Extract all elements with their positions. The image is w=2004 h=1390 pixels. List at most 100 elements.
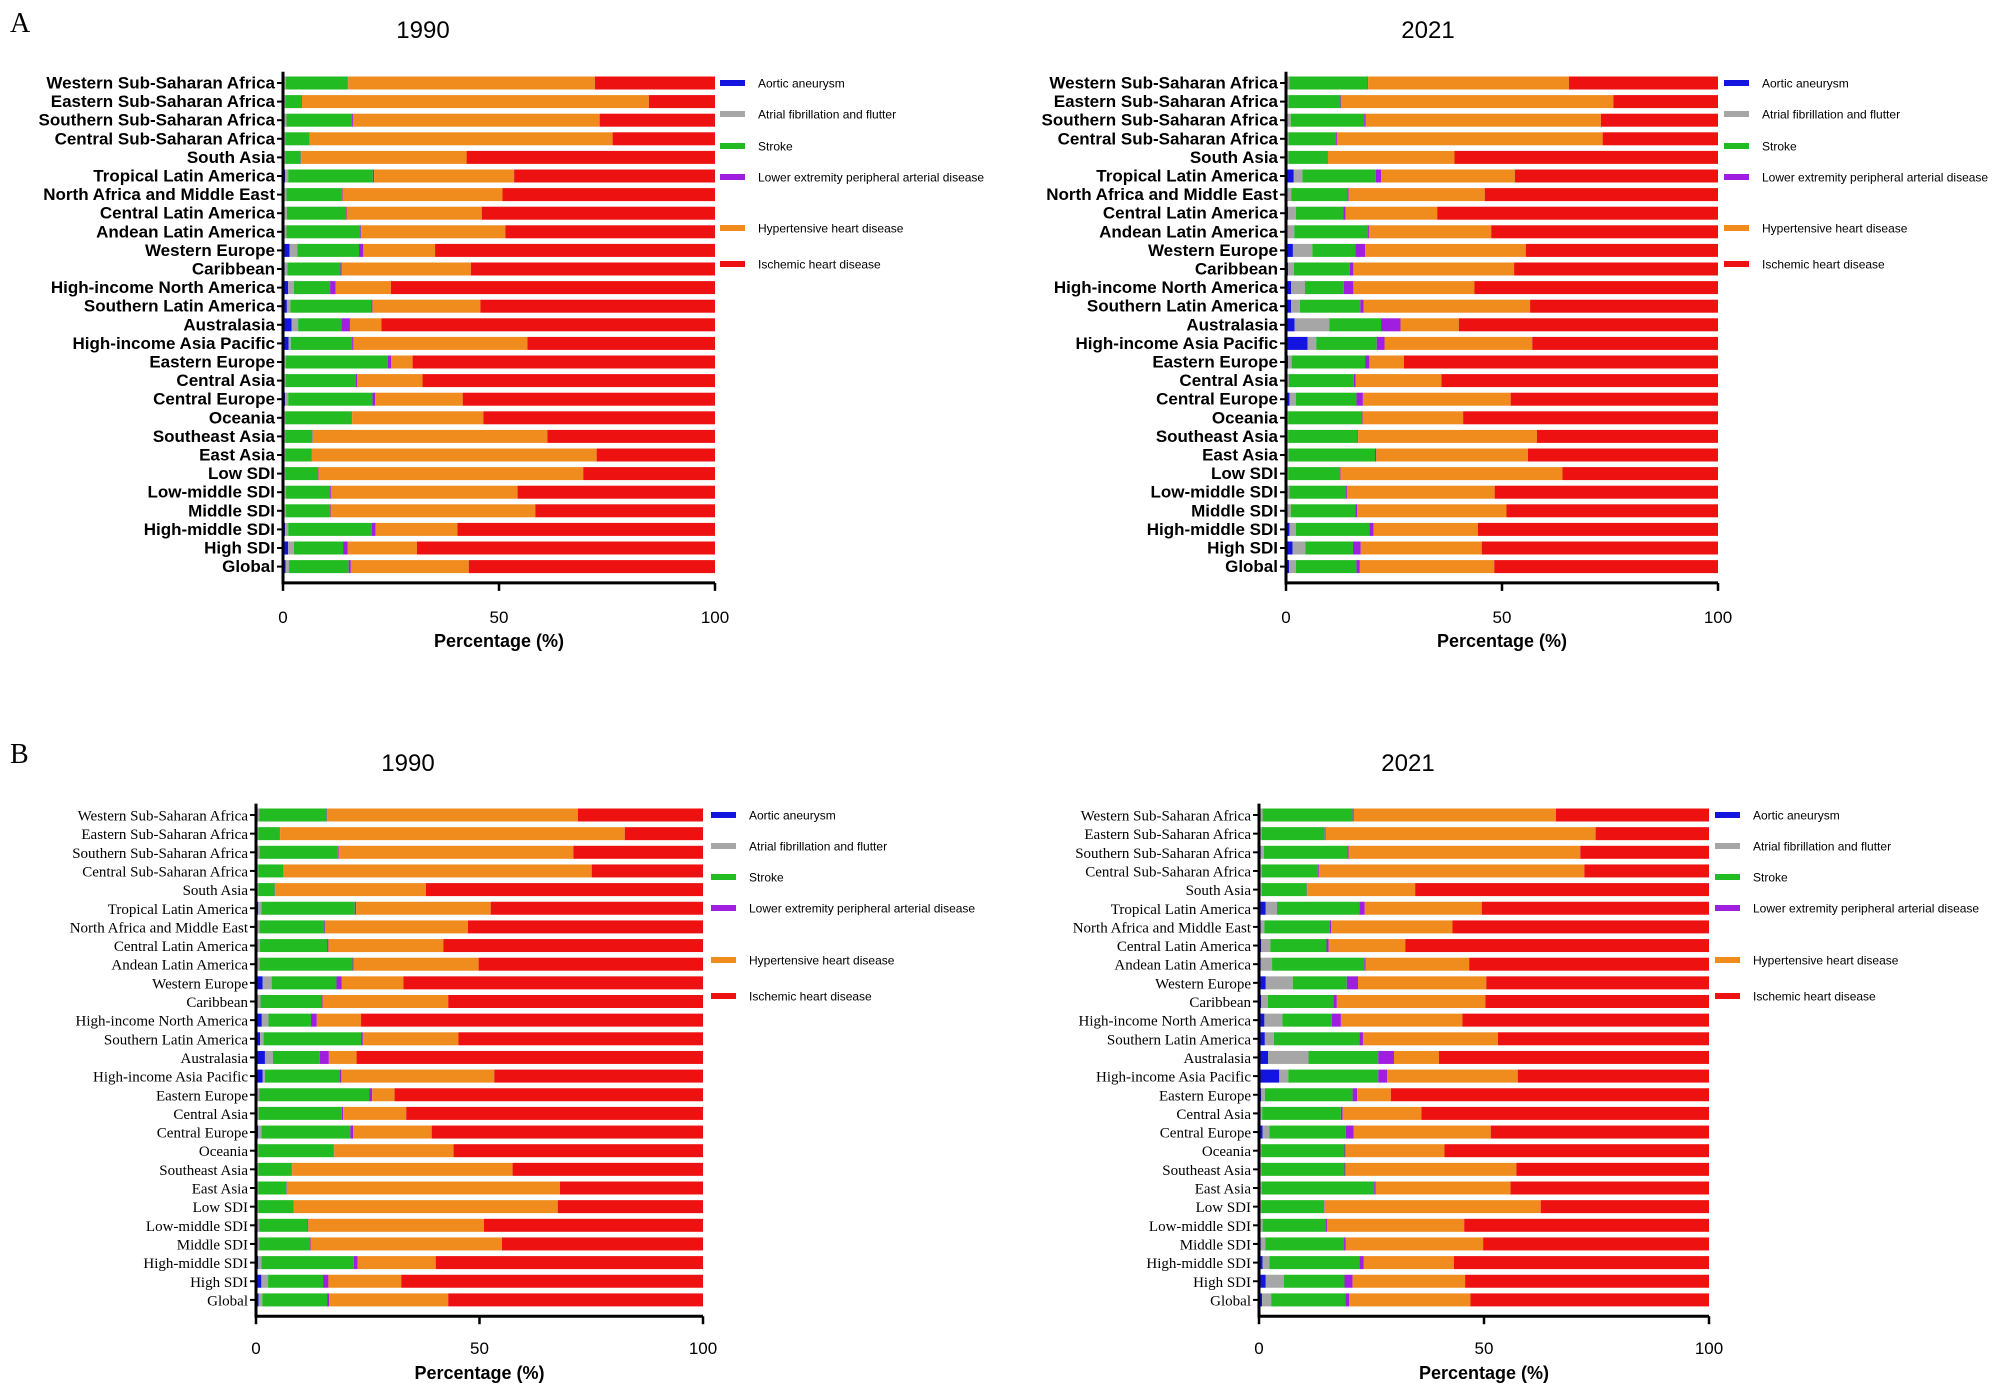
bar-segment [1343,206,1346,220]
bar-segment [1261,1181,1375,1195]
bar-segment [283,864,592,878]
bar-segment [1352,808,1354,822]
bar-segment [1364,901,1482,915]
bar-segment [1376,448,1528,462]
bar-segment [327,808,578,822]
bar-segment [517,485,715,499]
bar-segment [256,883,259,897]
bar-segment [356,901,491,915]
category-label: East Asia [199,446,275,465]
chart-title: 1990 [381,750,434,777]
bar-segment [1325,827,1596,841]
bar-segment [292,1162,513,1176]
bar-segment [260,939,328,953]
bar-segment [1286,560,1290,574]
category-label: Southeast Asia [1162,1163,1251,1179]
bar-segment [256,1069,263,1083]
bar-segment [263,1032,362,1046]
bar-segment [1269,1256,1360,1270]
legend-label: Hypertensive heart disease [1762,222,1908,236]
bar-segment [1527,448,1718,462]
bar-segment [1265,1237,1345,1251]
bar-segment [350,560,469,574]
bar-segment [483,411,715,425]
bar-segment [261,1256,354,1270]
bar-segment [283,95,286,109]
bar-segment [1365,957,1470,971]
bar-segment [1262,1293,1272,1307]
bar-segment [327,939,329,953]
category-label: Western Europe [1148,241,1278,260]
bar-segment [1264,1032,1274,1046]
bar-segment [1368,76,1569,90]
x-tick-label: 50 [490,608,509,627]
bar-segment [1260,1237,1266,1251]
bar-segment [1465,1274,1709,1288]
bar-segment [289,560,349,574]
bar-segment [1494,485,1718,499]
bar-segment [322,995,449,1008]
bar-segment [1367,225,1369,239]
category-label: Australasia [183,315,275,334]
bar-segment [350,1125,353,1139]
bar-segment [257,808,260,822]
bar-segment [1317,864,1319,878]
bar-segment [258,901,262,915]
bar-segment [293,541,344,555]
bar-segment [324,920,326,934]
bar-segment [256,1200,259,1214]
category-label: North Africa and Middle East [1046,185,1278,204]
x-tick-label: 50 [1475,1339,1494,1358]
legend-label: Lower extremity peripheral arterial dise… [749,902,975,916]
bar-segment [1453,1256,1709,1270]
category-label: Tropical Latin America [1096,167,1278,186]
bar-segment [284,485,287,499]
bar-segment [1600,113,1718,127]
legend-label: Ischemic heart disease [749,990,872,1004]
bar-segment [1259,1013,1265,1027]
bar-segment [285,560,290,574]
bar-segment [341,976,404,990]
bar-segment [416,541,715,555]
bar-segment [1359,1032,1363,1046]
bar-segment [1514,262,1718,276]
bar-segment [1516,1162,1709,1176]
bar-segment [289,243,298,257]
category-label: Southern Sub-Saharan Africa [1075,846,1251,862]
bar-segment [1356,560,1360,574]
bar-segment [624,827,703,841]
bar-segment [311,448,597,462]
category-label: Central Latin America [1117,939,1251,955]
bar-segment [1299,299,1361,313]
chart-title: 2021 [1401,17,1454,44]
bar-segment [1344,1144,1346,1158]
bar-segment [286,504,330,518]
x-tick-label: 100 [1695,1339,1723,1358]
bar-segment [1292,541,1306,555]
legend-swatch [1715,812,1740,818]
bar-segment [284,76,287,90]
bar-segment [283,411,286,425]
bar-segment [312,429,548,443]
bar-segment [348,560,351,574]
category-label: Eastern Sub-Saharan Africa [51,92,276,111]
category-label: Low SDI [193,1200,248,1216]
bar-segment [316,1013,362,1027]
bar-segment [341,188,343,202]
bar-segment [352,411,484,425]
bar-segment [283,336,289,350]
bar-segment [372,1088,395,1102]
bar-segment [1329,920,1331,934]
category-label: Western Sub-Saharan Africa [46,74,275,93]
bar-segment [256,1013,262,1027]
bar-segment [1273,1032,1360,1046]
bar-segment [448,1293,703,1307]
bar-segment [256,1144,259,1158]
bar-segment [286,299,291,313]
bar-segment [448,995,703,1008]
bar-segment [257,995,261,1008]
bar-segment [1316,336,1377,350]
category-label: Andean Latin America [96,222,275,241]
bar-segment [256,1181,259,1195]
bar-segment [262,1069,265,1083]
